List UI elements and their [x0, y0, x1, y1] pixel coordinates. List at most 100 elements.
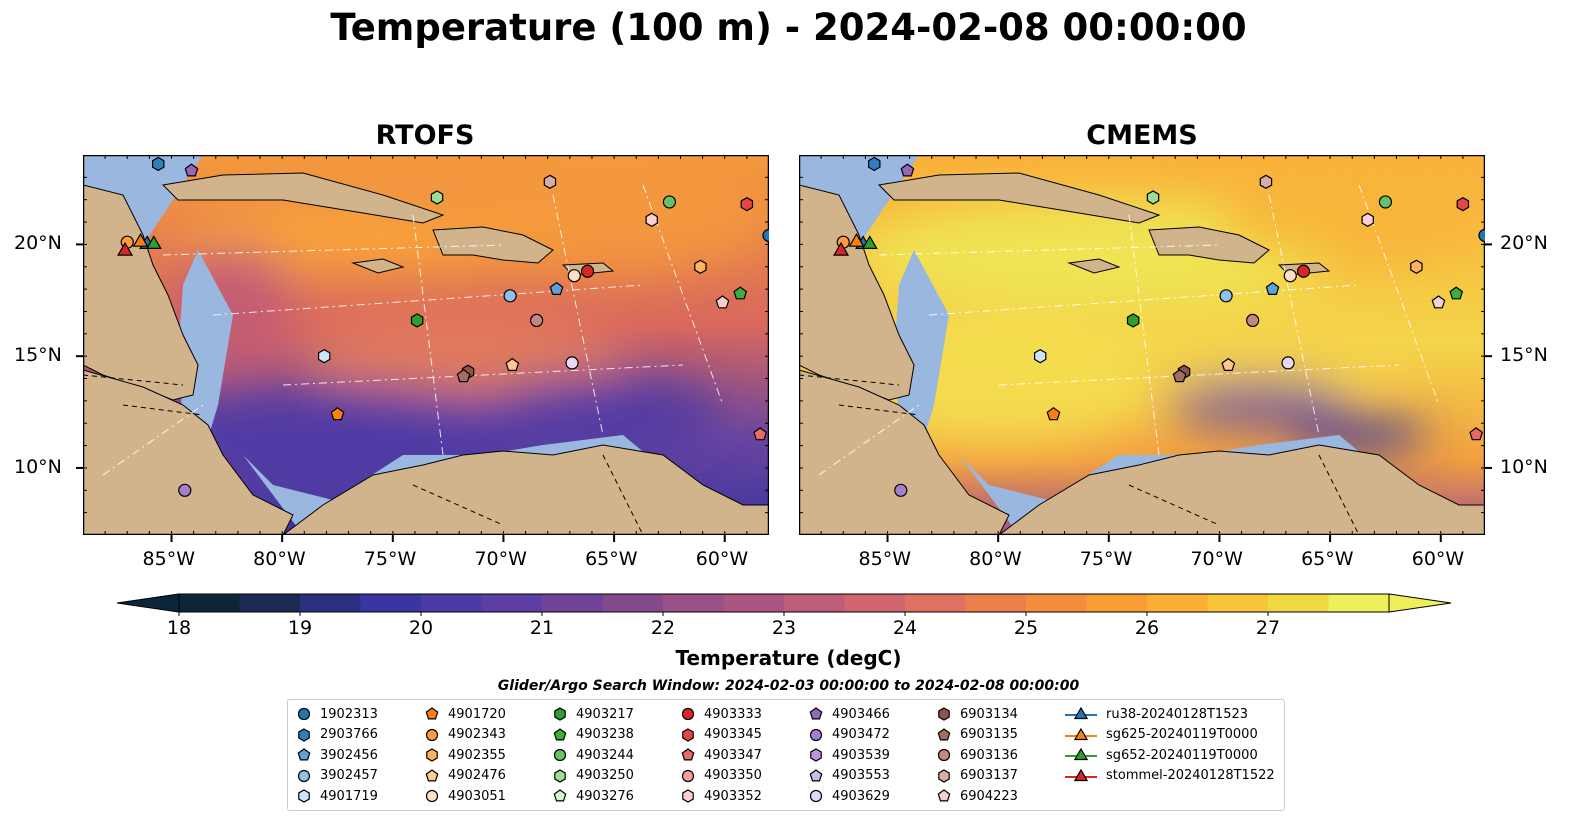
colorbar-segment	[300, 594, 361, 612]
marker-4903345	[1456, 197, 1470, 212]
legend-item: 4903238	[552, 725, 634, 745]
legend-item-label: 4903352	[704, 788, 762, 804]
hexagon-marker-icon	[682, 727, 694, 742]
circle-marker-icon	[937, 748, 951, 762]
legend-item-label: 4902476	[448, 768, 506, 783]
lon-tick-label: 70°W	[1190, 548, 1243, 570]
legend-item-label: 4902355	[448, 747, 506, 763]
colorbar-tick-label: 19	[287, 617, 313, 639]
colorbar-segment	[421, 594, 482, 612]
marker-sg652-20240119T0000	[145, 235, 162, 250]
marker-4903472	[178, 483, 192, 497]
marker-4903244	[662, 195, 677, 209]
colorbar-segment	[784, 594, 845, 612]
legend-item: 4901719	[296, 786, 378, 806]
lon-tick-label: 85°W	[142, 548, 195, 570]
lon-tick-label: 80°W	[253, 548, 306, 570]
legend-item: stommel-20240128T1522	[1064, 766, 1275, 786]
legend-item: 3902457	[296, 766, 378, 786]
legend-item-label: sg625-20240119T0000	[1106, 727, 1258, 742]
marker-1902313	[1478, 228, 1485, 243]
legend-item: sg652-20240119T0000	[1064, 745, 1258, 765]
legend-item: 6903135	[936, 725, 1018, 745]
circle-marker-icon	[809, 789, 823, 803]
marker-6904223	[715, 295, 730, 309]
lat-tick-label: 10°N	[14, 455, 62, 478]
colorbar	[117, 593, 1452, 616]
legend-title: Glider/Argo Search Window: 2024-02-03 00…	[497, 678, 1080, 694]
colorbar-segment	[1207, 594, 1269, 612]
legend-item: 4903350	[680, 766, 762, 786]
legend-item: 4903333	[680, 704, 762, 724]
colorbar-tick-label: 18	[166, 617, 192, 639]
legend-item-label: 4903217	[576, 706, 634, 722]
marker-4903629	[1281, 356, 1295, 370]
colorbar-tick-label: 20	[408, 617, 434, 639]
hexagon-marker-icon	[554, 768, 566, 783]
marker-2903766	[867, 156, 881, 172]
pentagon-marker-icon	[425, 707, 439, 720]
marker-4902355	[1410, 259, 1423, 274]
pentagon-marker-icon	[297, 748, 311, 761]
legend-item: 4903250	[552, 766, 634, 786]
marker-sg652-20240119T0000	[861, 235, 878, 250]
legend-item-label: 4903244	[576, 747, 634, 763]
marker-4902476	[1221, 357, 1236, 371]
legend-item-label: 3902457	[320, 768, 378, 783]
legend-item: 2903766	[296, 725, 378, 745]
pentagon-marker-icon	[425, 768, 439, 781]
pentagon-marker-icon	[809, 768, 823, 781]
marker-3902457	[1219, 289, 1233, 303]
triangle-line-marker-icon	[1065, 706, 1097, 720]
circle-marker-icon	[681, 769, 695, 782]
legend-item: 4903539	[808, 745, 890, 765]
legend-item: 1902313	[296, 704, 378, 724]
pentagon-marker-icon	[553, 789, 567, 802]
legend-item-label: 6903136	[960, 747, 1018, 763]
marker-stommel-20240128T1522	[117, 241, 134, 256]
marker-4902476	[505, 357, 520, 371]
colorbar-tick-label: 26	[1134, 617, 1160, 639]
marker-4902355	[694, 259, 707, 274]
legend-item: ru38-20240128T1523	[1064, 704, 1248, 724]
hexagon-marker-icon	[426, 748, 438, 762]
marker-4901719	[318, 349, 331, 364]
legend-item-label: 6904223	[960, 788, 1018, 804]
marker-4903466	[900, 163, 915, 177]
legend-item-label: 4903539	[832, 747, 890, 763]
marker-6903137	[543, 174, 557, 189]
legend-item: 4901720	[424, 704, 506, 724]
legend-item: 4902355	[424, 745, 506, 765]
legend-item: 4903051	[424, 786, 506, 806]
marker-4901720	[330, 407, 345, 421]
legend-item: 6903134	[936, 704, 1018, 724]
marker-6903136	[1246, 313, 1260, 328]
pentagon-marker-icon	[937, 789, 951, 802]
legend-item-label: 4903333	[704, 706, 762, 722]
colorbar-min-arrow	[117, 593, 180, 613]
colorbar-segment	[1328, 594, 1390, 612]
colorbar-tick-label: 22	[650, 617, 676, 639]
marker-3902457	[503, 289, 517, 303]
colorbar-segment	[360, 594, 422, 612]
colorbar-segment	[965, 594, 1027, 612]
legend-item: 4902343	[424, 725, 506, 745]
pentagon-marker-icon	[809, 707, 823, 720]
lat-tick-label: 20°N	[1500, 232, 1548, 255]
legend-item-label: 4901719	[320, 788, 378, 804]
marker-4903352	[1361, 212, 1374, 227]
colorbar-segment	[844, 594, 906, 612]
marker-6903137	[1259, 174, 1273, 189]
legend-item: 4903217	[552, 704, 634, 724]
marker-6903136	[530, 313, 544, 328]
marker-6903135	[456, 369, 471, 383]
legend-item-label: 4903276	[576, 788, 634, 804]
marker-4903629	[565, 356, 579, 370]
marker-sg625-20240119T0000	[132, 233, 149, 247]
legend-item: 4902476	[424, 766, 506, 786]
colorbar-max-arrow	[1388, 593, 1452, 613]
colorbar-tick-label: 23	[771, 617, 797, 639]
lon-tick-label: 65°W	[1301, 548, 1354, 570]
lat-tick-label: 20°N	[14, 232, 62, 255]
legend-item-label: 4903629	[832, 788, 890, 804]
